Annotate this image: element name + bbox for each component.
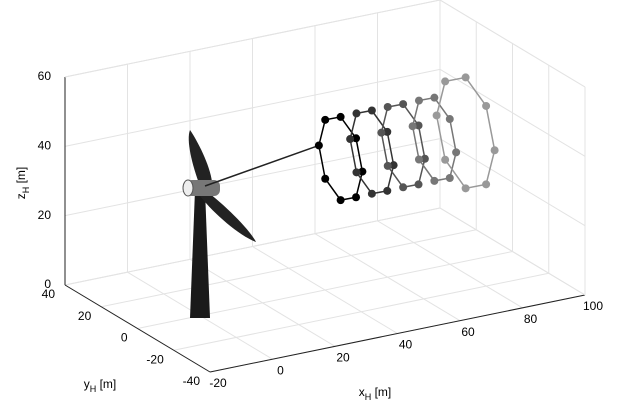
axis-line xyxy=(64,284,211,373)
scan-point xyxy=(377,128,386,137)
z-tick-label: 40 xyxy=(38,139,52,153)
scan-point xyxy=(461,73,470,82)
axis-letter: z xyxy=(14,193,28,199)
z-tick-label: 60 xyxy=(38,69,52,83)
x-tick-label: -20 xyxy=(209,376,227,390)
axis-unit: [m] xyxy=(96,377,116,391)
scan-point xyxy=(399,100,408,109)
x-tick-label: 0 xyxy=(277,363,284,377)
scan-point xyxy=(321,115,330,124)
grid-line xyxy=(64,68,441,147)
scan-point xyxy=(420,154,429,163)
blade xyxy=(200,190,256,242)
scan-point xyxy=(336,196,345,205)
scan-point xyxy=(383,102,392,111)
scan-ring xyxy=(411,96,457,182)
scan-point xyxy=(414,121,423,130)
scan-point xyxy=(352,134,361,143)
scan-point xyxy=(383,161,392,170)
scan-point xyxy=(383,127,392,136)
scan-point xyxy=(367,189,376,198)
zlabel-axis-label: zH [m] xyxy=(14,167,31,200)
axis-line xyxy=(209,294,586,373)
scan-point xyxy=(399,183,408,192)
x-tick-label: 80 xyxy=(524,312,538,326)
grid-line xyxy=(173,272,549,351)
scan-point xyxy=(352,168,361,177)
hub xyxy=(182,179,194,197)
scan-point xyxy=(358,167,367,176)
scan-ring xyxy=(435,76,496,190)
frame-line xyxy=(439,0,586,88)
axis-unit: [m] xyxy=(371,385,391,399)
axis-letter: y xyxy=(84,377,90,391)
wind-turbine xyxy=(182,130,256,318)
scan-point xyxy=(461,184,470,193)
y-tick-label: 0 xyxy=(121,331,128,345)
x-tick-label: 100 xyxy=(583,299,603,313)
grid-line xyxy=(101,229,477,308)
scan-point xyxy=(408,122,417,131)
scan-ring xyxy=(318,116,364,201)
y-tick-label: -20 xyxy=(146,352,164,366)
grid-line xyxy=(64,207,441,286)
frame-line xyxy=(64,0,441,78)
scan-point xyxy=(352,109,361,118)
lidar-beam xyxy=(204,144,320,187)
scan-point xyxy=(414,180,423,189)
y-tick-label: 40 xyxy=(42,287,56,301)
axis-subscript: H xyxy=(21,187,31,194)
scan-point xyxy=(352,193,361,202)
y-tick-label: 20 xyxy=(78,309,92,323)
scan-point xyxy=(346,135,355,144)
z-tick-label: 20 xyxy=(38,208,52,222)
scan-point xyxy=(383,186,392,195)
scan-point xyxy=(336,112,345,121)
axis-letter: x xyxy=(359,385,365,399)
ylabel-axis-label: yH [m] xyxy=(84,377,117,394)
scan-point xyxy=(367,106,376,115)
scan-point xyxy=(482,180,491,189)
scan-point xyxy=(430,176,439,185)
scan-point xyxy=(452,148,461,157)
x-tick-label: 20 xyxy=(336,351,350,365)
y-tick-label: -40 xyxy=(183,374,201,388)
scan-ring xyxy=(349,109,395,195)
x-tick-label: 60 xyxy=(461,325,475,339)
scan-point xyxy=(445,115,454,124)
grid-line xyxy=(439,138,586,227)
scan-point xyxy=(414,155,423,164)
scan-point xyxy=(414,96,423,105)
z-tick-label: 0 xyxy=(44,277,51,291)
scan-ring xyxy=(380,103,426,189)
scan-point xyxy=(430,93,439,102)
tower xyxy=(190,190,210,318)
scan-point xyxy=(441,155,450,164)
scan-point xyxy=(321,174,330,183)
frame-line xyxy=(439,207,586,296)
scan-point xyxy=(432,111,441,120)
grid-line xyxy=(64,138,441,217)
scan-point xyxy=(441,77,450,86)
axis-unit: [m] xyxy=(14,167,28,187)
scan-point xyxy=(314,141,323,150)
scan-point xyxy=(445,173,454,182)
scan-point xyxy=(490,146,499,155)
scan-point xyxy=(389,161,398,170)
axis-subscript: H xyxy=(90,384,97,394)
x-tick-label: 40 xyxy=(399,338,413,352)
xlabel-axis-label: xH [m] xyxy=(359,385,392,402)
axis-subscript: H xyxy=(365,392,372,402)
blade xyxy=(188,130,212,186)
grid-line xyxy=(439,68,586,157)
scan-point xyxy=(482,101,491,110)
